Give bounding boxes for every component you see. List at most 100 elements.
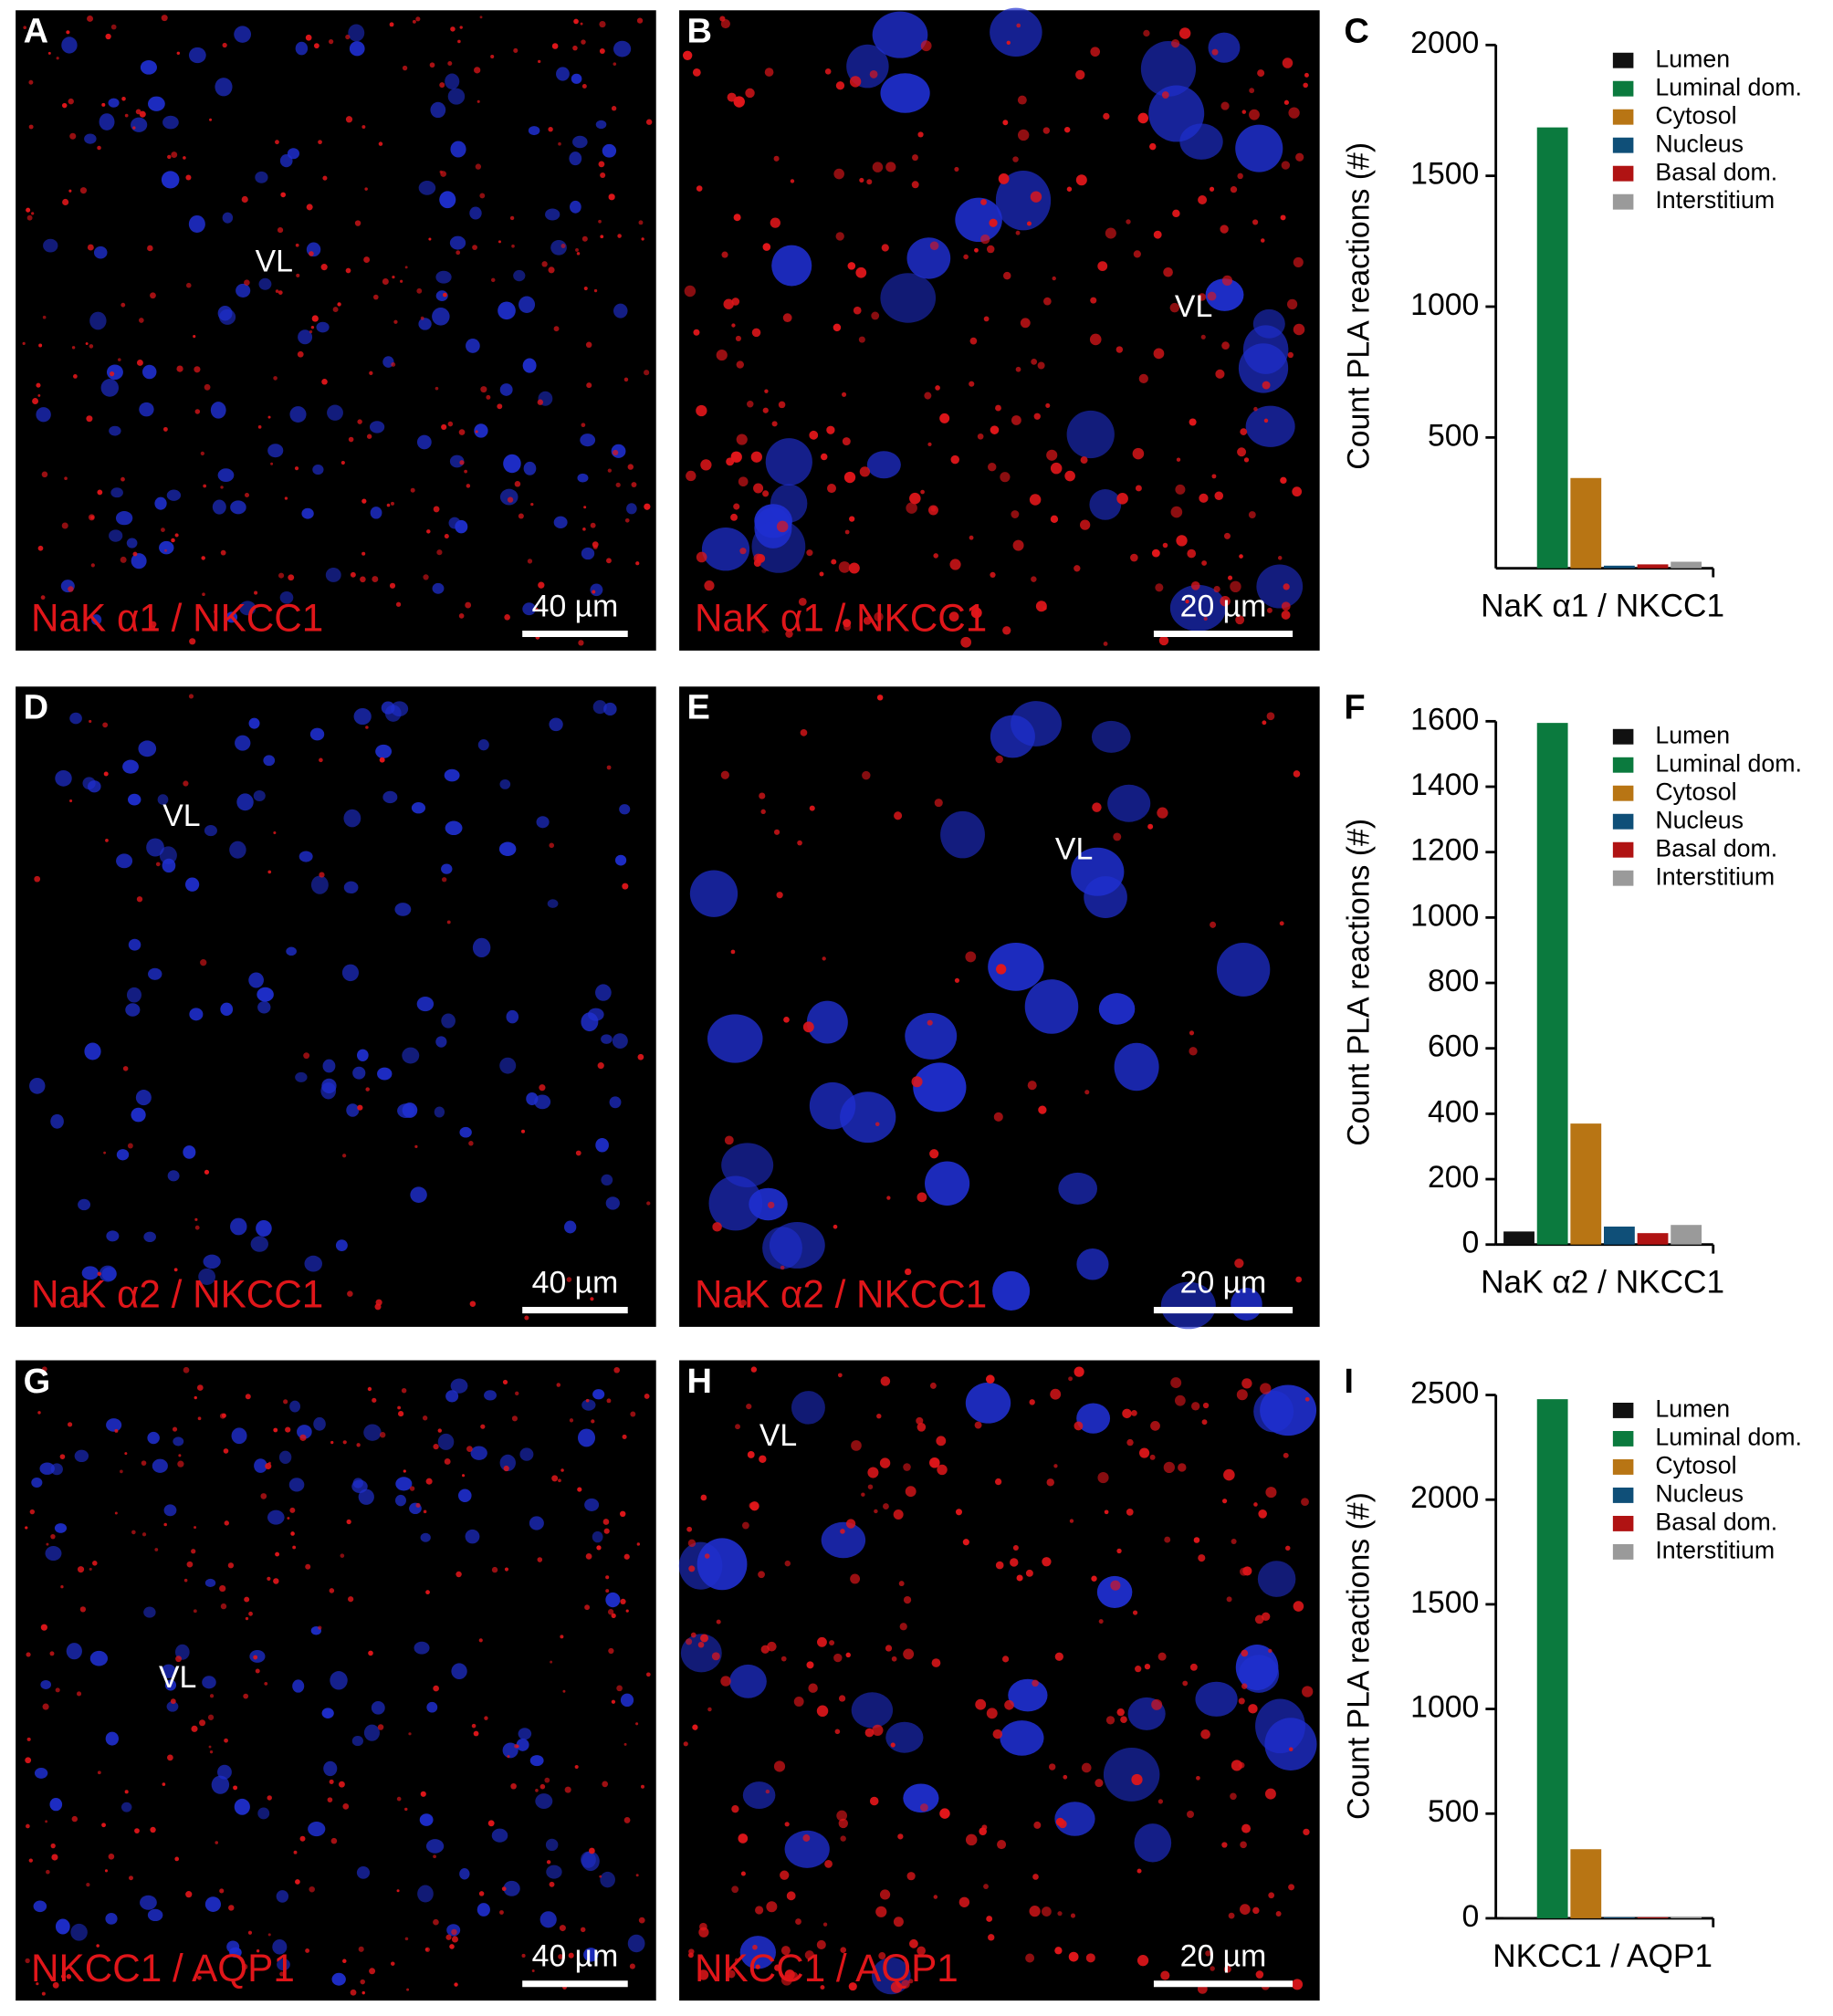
pla-dot [1190, 580, 1200, 590]
nucleus [445, 73, 460, 89]
pla-dot [833, 1653, 843, 1663]
pla-dot [193, 335, 196, 339]
pla-dot [1201, 560, 1208, 566]
pla-dot [885, 1645, 893, 1652]
pla-dot [592, 590, 596, 594]
pla-dot [279, 1971, 285, 1977]
nucleus [239, 601, 257, 616]
nucleus [125, 1003, 141, 1017]
nucleus [448, 517, 461, 529]
pla-dot [1151, 548, 1160, 558]
pla-dot [780, 1265, 785, 1270]
micrograph [679, 686, 1320, 1330]
pla-dot [200, 451, 204, 456]
pla-dot [1292, 1979, 1304, 1990]
pla-dot [422, 1415, 428, 1421]
pla-dot [459, 460, 465, 465]
pla-dot [919, 1803, 928, 1812]
pla-dot [433, 1854, 436, 1859]
pla-dot [1153, 348, 1165, 360]
pla-dot [599, 20, 606, 28]
nucleus [708, 1175, 763, 1231]
pla-dot [386, 503, 391, 507]
pla-dot [288, 574, 295, 581]
nucleus [390, 701, 409, 716]
pla-dot [491, 277, 496, 283]
nucleus [1134, 1823, 1172, 1863]
nucleus [450, 141, 466, 158]
pla-dot [497, 403, 503, 410]
pla-dot [186, 1561, 194, 1568]
pla-dot [398, 1410, 404, 1417]
nucleus [441, 1013, 456, 1029]
pla-dot [850, 1573, 861, 1584]
pla-dot [544, 1777, 550, 1783]
pla-dot [486, 394, 491, 400]
nucleus [93, 245, 108, 259]
pla-dot [1131, 1410, 1137, 1416]
pla-dot [293, 1850, 298, 1854]
pla-dot [924, 392, 932, 400]
pla-dot [357, 1104, 363, 1111]
pla-dot [916, 1423, 927, 1432]
pla-dot [1262, 720, 1267, 726]
pla-dot [1210, 1966, 1215, 1971]
pla-dot [120, 302, 126, 308]
nucleus [1179, 123, 1223, 160]
pla-dot [838, 1695, 846, 1702]
nucleus [109, 425, 121, 436]
pla-dot [406, 1988, 410, 1991]
pla-dot [404, 1807, 408, 1812]
pla-dot [191, 1725, 198, 1732]
pla-dot [1235, 615, 1245, 625]
pla-dot [958, 1896, 970, 1907]
pla-dot [219, 1584, 226, 1593]
nucleus [377, 1067, 393, 1081]
panel-letter: E [687, 689, 710, 727]
nucleus [142, 364, 157, 380]
x-tick-label: NKCC1 / AQP1 [1493, 1938, 1713, 1974]
nucleus [126, 538, 138, 548]
pla-dot [840, 1947, 847, 1954]
nucleus [397, 1103, 415, 1118]
pla-dot [1080, 456, 1088, 465]
pla-dot [1012, 539, 1024, 551]
nucleus [470, 1446, 487, 1460]
pla-dot [911, 181, 919, 189]
pla-dot [948, 611, 959, 622]
pla-dot [170, 1698, 176, 1705]
region-label: VL [759, 1418, 797, 1453]
pla-dot [136, 896, 143, 903]
legend-label: Nucleus [1655, 1479, 1744, 1507]
pla-dot [598, 161, 605, 168]
pla-dot [1304, 1396, 1310, 1402]
pla-dot [510, 1782, 517, 1790]
pla-dot [1170, 506, 1183, 518]
nucleus [363, 1724, 380, 1741]
pla-dot [1240, 1841, 1247, 1849]
pla-dot [389, 22, 394, 27]
pla-dot [1135, 1666, 1142, 1673]
pla-dot [773, 1760, 786, 1772]
pla-dot [466, 484, 471, 488]
nucleus [503, 454, 521, 474]
pla-dot [608, 193, 615, 201]
pla-dot [1241, 1378, 1252, 1389]
pla-dot [599, 1875, 602, 1878]
pla-dot [444, 534, 449, 539]
pla-dot [390, 501, 394, 506]
nucleus [278, 1450, 292, 1465]
pla-dot [1011, 510, 1020, 518]
pla-dot [161, 528, 165, 533]
pla-dot [1223, 532, 1231, 539]
pla-dot [447, 421, 454, 427]
nucleus [212, 499, 226, 515]
pla-dot [912, 154, 918, 162]
pla-dot [747, 1451, 755, 1458]
nucleus [439, 191, 456, 209]
nucleus [225, 611, 238, 623]
pla-dot [59, 1454, 66, 1459]
pla-dot [267, 1576, 271, 1581]
pla-dot [1243, 457, 1250, 463]
nucleus [99, 113, 115, 131]
